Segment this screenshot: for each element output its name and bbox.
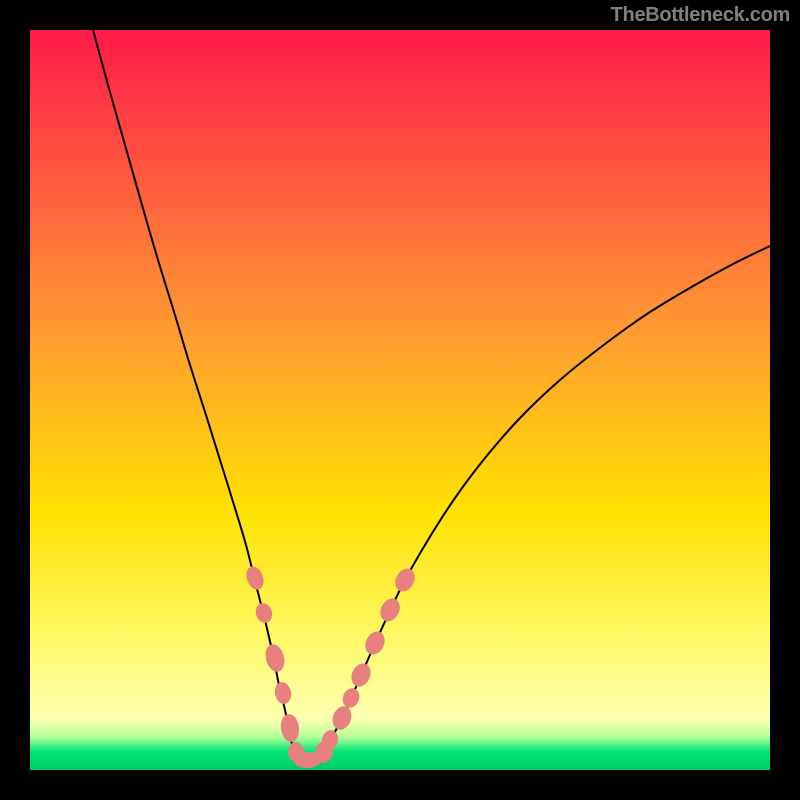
- watermark-text: TheBottleneck.com: [611, 4, 790, 27]
- gradient-background: [30, 30, 770, 770]
- bottleneck-chart: [30, 30, 770, 770]
